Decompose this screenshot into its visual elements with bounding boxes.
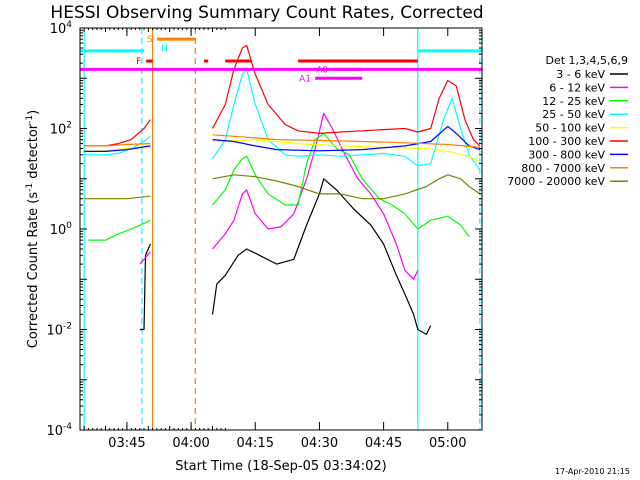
x-tick-label-5: 05:00 — [429, 436, 466, 451]
y-tick-base-1: 10 — [46, 324, 63, 339]
y-tick-base-0: 10 — [46, 424, 63, 439]
y-tick-label-0: 10-4 — [46, 422, 72, 439]
y-tick-exp-0: -4 — [63, 422, 72, 432]
y-tick-label-4: 104 — [50, 20, 73, 37]
y-axis-label: Corrected Count Rate (s-1 detector-1) — [25, 110, 41, 348]
series-line-6-1 — [212, 125, 481, 152]
legend-title: Det 1,3,4,5,6,9 — [545, 54, 628, 67]
flag-bars: SN F A0 A1 — [80, 35, 482, 84]
x-tick-label-2: 04:15 — [237, 436, 274, 451]
legend-label-2: 12 - 25 keV — [542, 95, 605, 108]
legend-label-6: 300 - 800 keV — [528, 148, 605, 161]
chart-title: HESSI Observing Summary Count Rates, Cor… — [50, 3, 483, 23]
series-line-0-0 — [139, 243, 151, 331]
legend-label-3: 25 - 50 keV — [542, 108, 605, 121]
y-tick-label-3: 102 — [50, 121, 72, 138]
y-tick-base-4: 10 — [50, 22, 67, 37]
y-axis-label-sup2: -1 — [25, 115, 35, 124]
y-axis-label-mid: detector — [26, 123, 41, 183]
vertical-marker-lines — [83, 28, 481, 430]
series-line-8-1 — [212, 174, 481, 200]
flag-label-S: S — [147, 35, 153, 45]
footer-timestamp: 17-Apr-2010 21:15 — [555, 467, 630, 476]
y-axis-label-sup1: -1 — [25, 183, 35, 192]
x-axis-label: Start Time (18-Sep-05 03:34:02) — [175, 459, 386, 474]
series-lines — [84, 44, 481, 335]
flag-label-N: N — [161, 44, 168, 54]
x-tick-label-3: 04:30 — [301, 436, 338, 451]
legend-label-1: 6 - 12 keV — [549, 81, 605, 94]
legend-label-0: 3 - 6 keV — [556, 68, 605, 81]
series-line-0-1 — [211, 178, 432, 335]
series-line-3-0 — [84, 135, 151, 156]
y-tick-exp-3: 2 — [66, 121, 72, 131]
series-line-5-1 — [211, 44, 481, 147]
legend-label-7: 800 - 7000 keV — [521, 162, 605, 175]
legend-label-5: 100 - 300 keV — [528, 135, 605, 148]
y-tick-base-2: 10 — [50, 223, 67, 238]
series-line-2-0 — [88, 219, 151, 241]
y-tick-label-2: 100 — [50, 221, 73, 238]
flag-label-F: F — [136, 57, 141, 67]
y-tick-base-3: 10 — [50, 123, 67, 138]
y-axis-label-end: ) — [26, 110, 41, 115]
y-axis-label-main: Corrected Count Rate (s — [26, 192, 41, 349]
y-tick-exp-4: 4 — [66, 20, 72, 30]
series-line-8-0 — [84, 195, 151, 200]
flag-label-A0: A0 — [316, 65, 328, 75]
legend-label-4: 50 - 100 keV — [535, 122, 605, 135]
series-line-7-0 — [84, 143, 151, 147]
y-tick-exp-2: 0 — [66, 221, 72, 231]
series-line-7-1 — [212, 134, 480, 148]
flag-label-A1: A1 — [299, 74, 311, 84]
series-line-1-0 — [139, 251, 151, 265]
series-line-1-1 — [212, 112, 419, 280]
y-tick-exp-1: -2 — [63, 322, 72, 332]
x-tick-label-1: 04:00 — [172, 436, 209, 451]
series-line-3-1 — [212, 68, 481, 171]
series-line-6-0 — [84, 145, 151, 152]
legend-label-8: 7000 - 20000 keV — [507, 175, 605, 188]
y-tick-label-1: 10-2 — [46, 322, 72, 339]
x-tick-label-0: 03:45 — [108, 436, 145, 451]
x-tick-label-4: 04:45 — [365, 436, 402, 451]
x-axis-ticks: 03:45 04:00 04:15 04:30 04:45 05:00 — [83, 28, 467, 451]
